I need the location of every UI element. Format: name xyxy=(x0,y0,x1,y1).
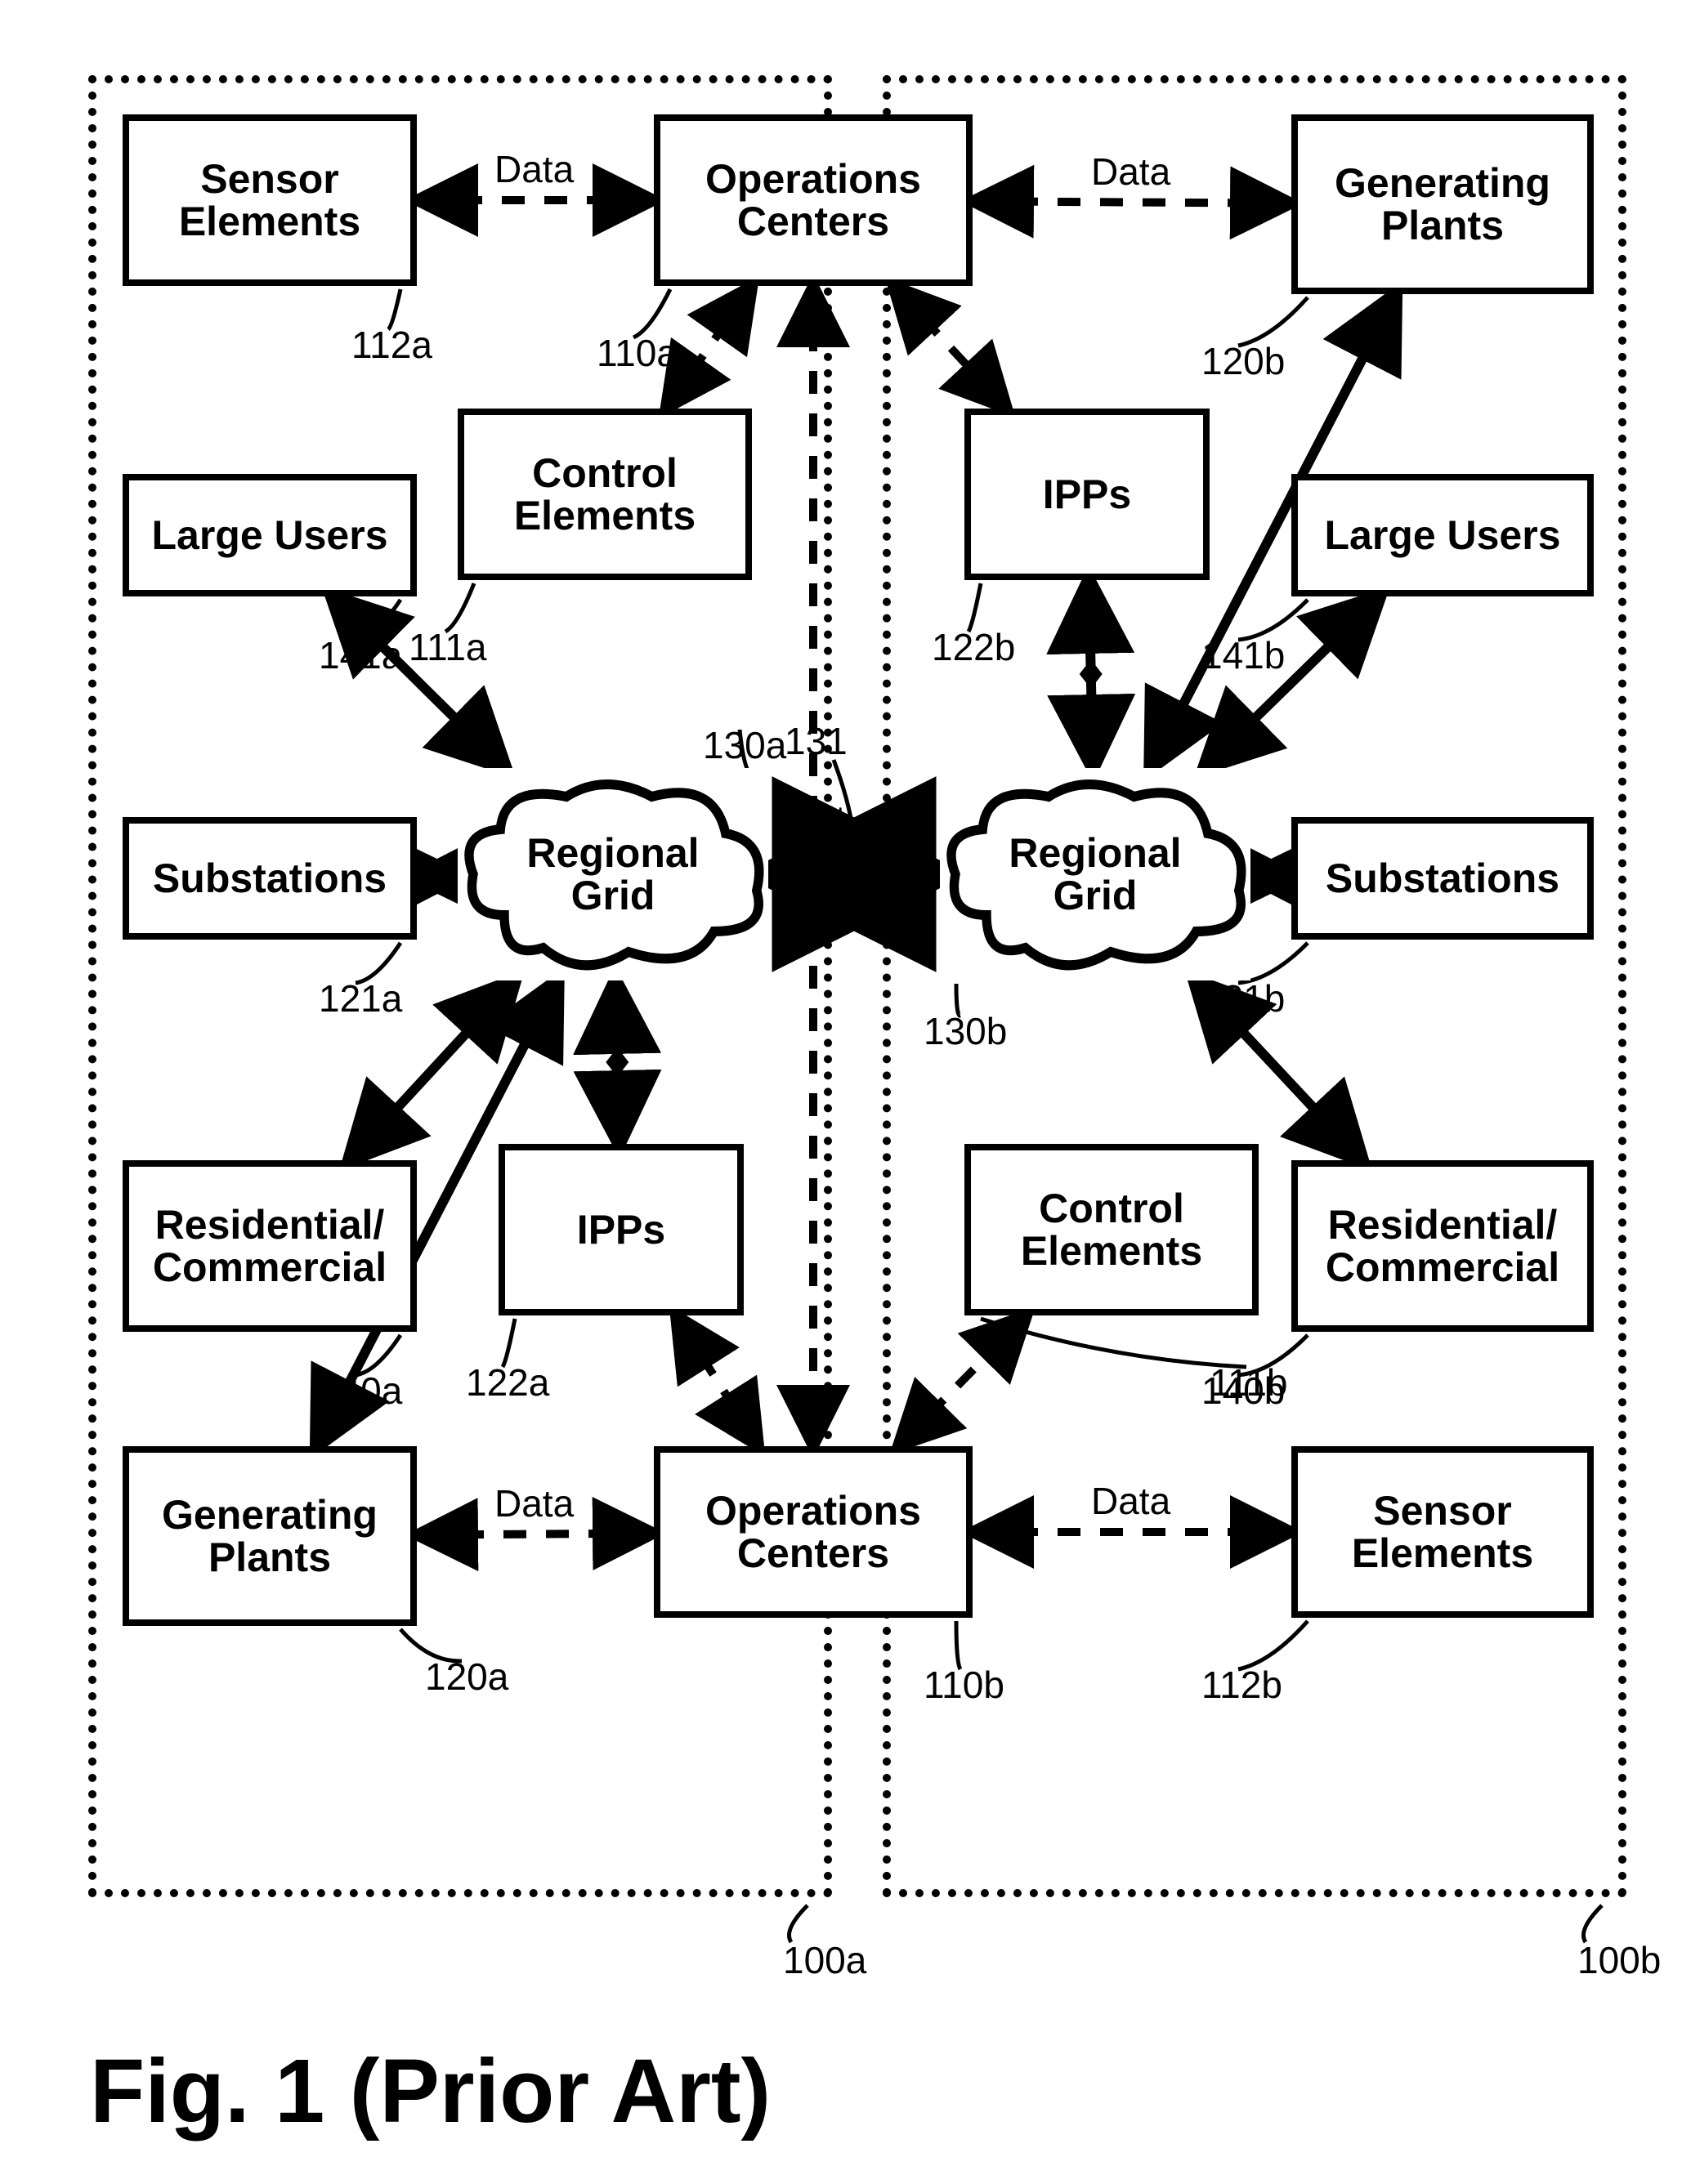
node-ipps_b: IPPs xyxy=(964,409,1210,580)
edge-label: Data xyxy=(1091,150,1170,194)
node-grid_b: RegionalGrid xyxy=(940,768,1250,980)
node-control_a: ControlElements xyxy=(458,409,752,580)
node-ref-res_a: 140a xyxy=(319,1369,402,1413)
node-sensor_a: SensorElements xyxy=(123,114,417,286)
node-sub_a: Substations xyxy=(123,817,417,940)
node-ipps_a: IPPs xyxy=(499,1144,744,1315)
node-ref-sensor_a: 112a xyxy=(351,323,432,367)
edge-label: Data xyxy=(1091,1479,1170,1523)
edge-label: Data xyxy=(807,807,851,887)
node-ref-control_a: 111a xyxy=(409,625,487,669)
node-ref-gen_a: 120a xyxy=(425,1655,508,1699)
node-ref-ops_a_bot: 110b xyxy=(924,1663,1004,1707)
node-ref-ops_a_top: 110a xyxy=(597,331,678,375)
node-ops_a_bot: OperationsCenters xyxy=(654,1446,973,1618)
node-ref-large_a: 141a xyxy=(319,633,402,677)
node-ref-ipps_b: 122b xyxy=(932,625,1015,669)
ref-131: 131 xyxy=(785,719,848,763)
node-sensor_b: SensorElements xyxy=(1291,1446,1594,1618)
edge-label: Data xyxy=(494,147,574,191)
edge-label: Data xyxy=(494,1481,574,1525)
node-control_b: ControlElements xyxy=(964,1144,1259,1315)
node-sub_b: Substations xyxy=(1291,817,1594,940)
node-res_b: Residential/Commercial xyxy=(1291,1160,1594,1332)
node-ref-grid_b: 130b xyxy=(924,1009,1007,1053)
figure-title: Fig. 1 (Prior Art) xyxy=(90,2039,771,2143)
node-ref-large_b: 141b xyxy=(1201,633,1285,677)
node-ref-res_b: 140b xyxy=(1201,1369,1285,1413)
node-large_a: Large Users xyxy=(123,474,417,596)
node-large_b: Large Users xyxy=(1291,474,1594,596)
node-ops_a_top: OperationsCenters xyxy=(654,114,973,286)
node-ref-sub_b: 121b xyxy=(1201,976,1285,1021)
figure-canvas: Fig. 1 (Prior Art) 100a 100b SensorElement… xyxy=(16,16,1682,2168)
node-res_a: Residential/Commercial xyxy=(123,1160,417,1332)
node-ref-grid_a: 130a xyxy=(703,723,786,767)
node-gen_b: GeneratingPlants xyxy=(1291,114,1594,294)
node-ref-ipps_a: 122a xyxy=(466,1360,549,1405)
region-ref-a: 100a xyxy=(783,1938,866,1982)
node-ref-gen_b: 120b xyxy=(1201,339,1285,383)
region-ref-b: 100b xyxy=(1577,1938,1661,1982)
node-grid_a: RegionalGrid xyxy=(458,768,768,980)
node-ref-sensor_b: 112b xyxy=(1201,1663,1282,1707)
node-ref-sub_a: 121a xyxy=(319,976,402,1021)
node-gen_a: GeneratingPlants xyxy=(123,1446,417,1626)
